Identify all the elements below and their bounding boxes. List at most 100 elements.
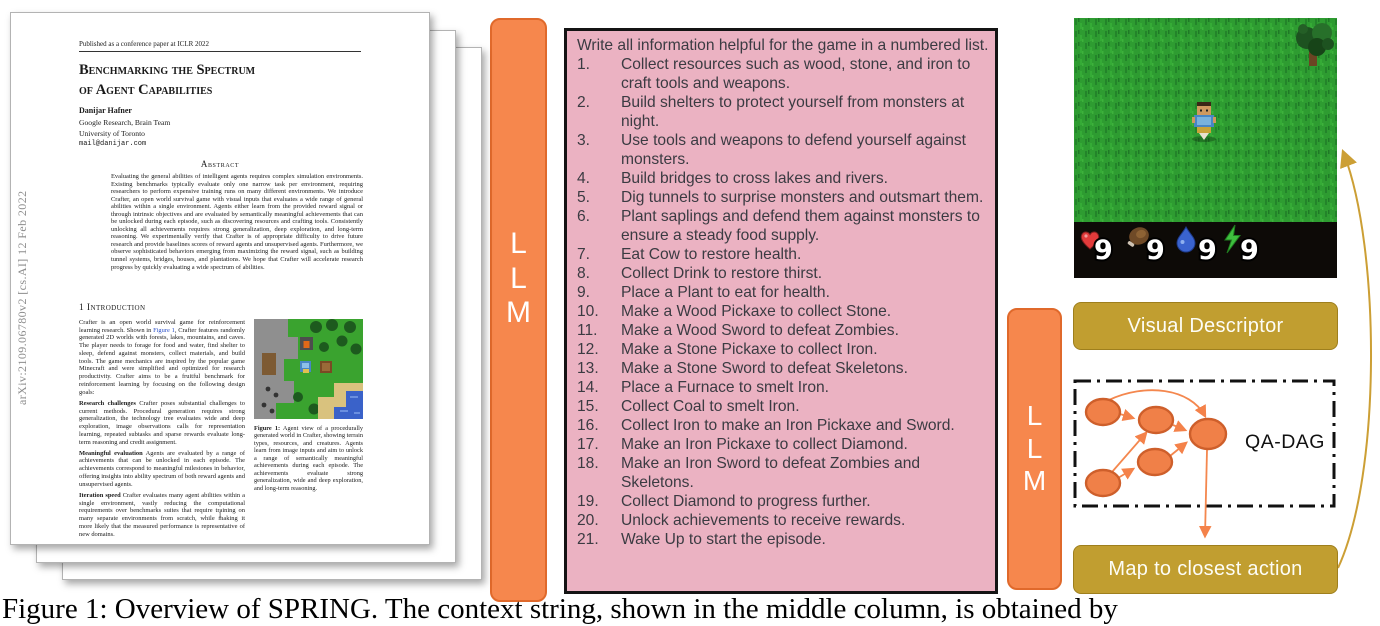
item-number: 1.	[577, 56, 591, 73]
paper-title-line2: of Agent Capabilities	[79, 81, 213, 98]
paper-pub-header: Published as a conference paper at ICLR …	[79, 40, 361, 52]
list-item: 9. Place a Plant to eat for health.	[577, 283, 989, 302]
item-number: 18.	[577, 455, 599, 472]
paper-author-block: Danijar Hafner Google Research, Brain Te…	[79, 105, 170, 149]
list-item: 17. Make an Iron Pickaxe to collect Diamo…	[577, 435, 989, 454]
item-text: Build bridges to cross lakes and rivers.	[621, 170, 888, 187]
list-item: 1. Collect resources such as wood, stone,…	[577, 55, 989, 93]
list-item: 5. Dig tunnels to surprise monsters and o…	[577, 188, 989, 207]
item-text: Build shelters to protect yourself from …	[621, 94, 965, 130]
hud-water-value: 9	[1198, 235, 1217, 266]
llm-letter: M	[1022, 465, 1047, 497]
list-item: 15. Collect Coal to smelt Iron.	[577, 397, 989, 416]
paper-intro-pre: Crafter is an open world survival game f…	[79, 319, 245, 334]
paper-front-content: arXiv:2109.06780v2 [cs.AI] 12 Feb 2022 P…	[11, 13, 429, 544]
thumbnail-player-sprite	[300, 361, 311, 373]
list-item: 14. Place a Furnace to smelt Iron.	[577, 378, 989, 397]
llm-letter: L	[510, 226, 527, 260]
paper-paragraph-text: Agents are evaluated by a range of achie…	[79, 449, 246, 488]
paper-figure-caption-label: Figure 1:	[254, 424, 281, 432]
item-text: Make a Stone Sword to defeat Skeletons.	[621, 360, 908, 377]
item-text: Make an Iron Pickaxe to collect Diamond.	[621, 436, 908, 453]
llm-box-left: L L M	[490, 18, 547, 602]
visual-descriptor-box: Visual Descriptor	[1073, 302, 1338, 350]
item-number: 8.	[577, 265, 591, 282]
item-text: Make an Iron Sword to defeat Zombies and…	[621, 455, 921, 491]
list-item: 3. Use tools and weapons to defend yourse…	[577, 131, 989, 169]
item-number: 2.	[577, 94, 591, 111]
list-item: 19. Collect Diamond to progress further.	[577, 492, 989, 511]
item-number: 19.	[577, 493, 599, 510]
paper-author-email: mail@danijar.com	[79, 139, 147, 148]
item-text: Collect Drink to restore thirst.	[621, 265, 823, 282]
paper-paragraph-lead: Research challenges	[79, 399, 136, 407]
llm-letter: L	[1026, 400, 1043, 432]
item-text: Make a Stone Pickaxe to collect Iron.	[621, 341, 878, 358]
paper-affiliation-2: University of Toronto	[79, 128, 145, 138]
player-sprite	[1192, 102, 1216, 142]
paper-right-column: Figure 1: Agent view of a procedurally g…	[254, 319, 363, 542]
list-item: 11. Make a Wood Sword to defeat Zombies.	[577, 321, 989, 340]
item-text: Make a Wood Sword to defeat Zombies.	[621, 322, 899, 339]
list-item: 21. Wake Up to start the episode.	[577, 530, 989, 549]
figure-caption: Figure 1: Overview of SPRING. The contex…	[2, 593, 1118, 625]
paper-intro-post: , Crafter features randomly generated 2D…	[79, 326, 245, 396]
list-item: 7. Eat Cow to restore health.	[577, 245, 989, 264]
paper-two-columns: Crafter is an open world survival game f…	[79, 319, 363, 542]
crafter-world-thumbnail	[254, 319, 363, 419]
item-number: 21.	[577, 531, 599, 548]
list-item: 8. Collect Drink to restore thirst.	[577, 264, 989, 283]
paper-paragraph-lead: Iteration speed	[79, 491, 121, 499]
list-item: 18. Make an Iron Sword to defeat Zombies …	[577, 454, 989, 492]
paper-paragraph-research-challenges: Research challenges Crafter poses substa…	[79, 400, 245, 446]
dag-node	[1084, 468, 1122, 498]
paper-page-front: arXiv:2109.06780v2 [cs.AI] 12 Feb 2022 P…	[10, 12, 430, 545]
item-number: 16.	[577, 417, 599, 434]
dag-node	[1188, 417, 1228, 451]
list-item: 4. Build bridges to cross lakes and river…	[577, 169, 989, 188]
visual-descriptor-label: Visual Descriptor	[1127, 314, 1284, 337]
paper-abstract-text: Evaluating the general abilities of inte…	[111, 173, 363, 271]
item-number: 14.	[577, 379, 599, 396]
paper-paragraph-iteration-speed: Iteration speed Crafter evaluates many a…	[79, 492, 245, 538]
qa-dag-label: QA-DAG	[1245, 431, 1325, 453]
paper-figure-reference-link: Figure 1	[153, 326, 175, 334]
item-number: 6.	[577, 208, 591, 225]
llm-label: L L M	[1023, 400, 1046, 497]
paper-figure-caption-text: Agent view of a procedurally generated w…	[254, 424, 364, 492]
tree-sprite	[1296, 23, 1334, 66]
item-text: Make a Wood Pickaxe to collect Stone.	[621, 303, 892, 320]
food-icon	[1127, 227, 1149, 247]
context-string-box: Write all information helpful for the ga…	[564, 28, 998, 594]
paper-paragraph-text: Crafter evaluates many agent abilities w…	[79, 491, 245, 538]
energy-icon	[1224, 224, 1241, 254]
paper-left-column: Crafter is an open world survival game f…	[79, 319, 245, 542]
item-number: 10.	[577, 303, 599, 320]
item-text: Eat Cow to restore health.	[621, 246, 802, 263]
llm-letter: L	[1026, 432, 1043, 464]
hud-food-value: 9	[1146, 235, 1165, 266]
item-number: 11.	[577, 322, 598, 339]
paper-title-line1: Benchmarking the Spectrum	[79, 62, 256, 78]
item-text: Collect Iron to make an Iron Pickaxe and…	[621, 417, 955, 434]
item-text: Collect resources such as wood, stone, a…	[621, 56, 971, 92]
item-text: Dig tunnels to surprise monsters and out…	[621, 189, 984, 206]
paper-paragraph-lead: Meaningful evaluation	[79, 449, 143, 457]
llm-letter: M	[506, 296, 531, 330]
item-number: 7.	[577, 246, 591, 263]
item-number: 20.	[577, 512, 599, 529]
paper-page-number: 1	[218, 511, 222, 519]
list-item: 13. Make a Stone Sword to defeat Skeleton…	[577, 359, 989, 378]
crafter-game-screenshot: 9 9 9 9	[1074, 18, 1337, 278]
paper-paragraph-text: Crafter poses substantial challenges to …	[79, 399, 245, 446]
item-text: Plant saplings and defend them against m…	[621, 208, 980, 244]
map-action-label: Map to closest action	[1108, 558, 1303, 580]
item-text: Collect Coal to smelt Iron.	[621, 398, 800, 415]
list-item: 2. Build shelters to protect yourself fro…	[577, 93, 989, 131]
paper-abstract-heading: Abstract	[200, 159, 240, 169]
dag-node	[1137, 405, 1175, 435]
arxiv-sidebar-label: arXiv:2109.06780v2 [cs.AI] 12 Feb 2022	[15, 190, 29, 406]
water-icon	[1176, 225, 1196, 253]
list-item: 20. Unlock achievements to receive reward…	[577, 511, 989, 530]
dag-edges	[1108, 389, 1212, 539]
